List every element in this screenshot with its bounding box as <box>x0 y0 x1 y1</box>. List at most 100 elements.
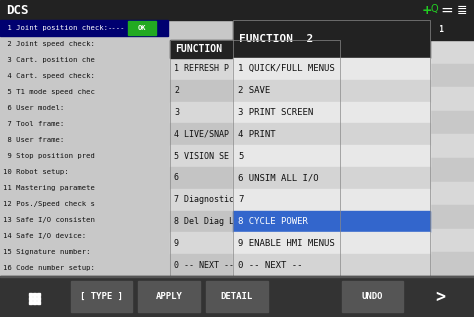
Bar <box>233 20 430 276</box>
Text: 10 Robot setup:: 10 Robot setup: <box>3 169 69 175</box>
Text: 9 ENABLE HMI MENUS: 9 ENABLE HMI MENUS <box>238 239 335 248</box>
Bar <box>170 232 340 254</box>
Text: FUNCTION: FUNCTION <box>175 44 222 54</box>
Text: 9: 9 <box>174 239 179 248</box>
Bar <box>390 87 474 111</box>
Text: FUNCTION  2: FUNCTION 2 <box>239 34 313 44</box>
Bar <box>0 276 474 317</box>
Text: 8 CYCLE POWER: 8 CYCLE POWER <box>238 217 308 226</box>
Bar <box>390 205 474 229</box>
Bar <box>390 182 474 205</box>
Bar <box>33 293 36 295</box>
Bar <box>233 80 430 102</box>
Text: >: > <box>435 288 445 306</box>
Bar <box>390 111 474 134</box>
Text: 2: 2 <box>174 86 179 95</box>
Text: FUNCTION  1: FUNCTION 1 <box>393 25 444 35</box>
Text: 6: 6 <box>174 173 179 182</box>
Bar <box>170 40 340 58</box>
Bar <box>390 252 474 276</box>
Text: 15 Signature number:: 15 Signature number: <box>3 249 91 255</box>
Text: 2 Joint speed check:: 2 Joint speed check: <box>3 41 95 47</box>
Bar <box>233 20 430 58</box>
Bar <box>233 189 430 210</box>
Bar <box>390 229 474 252</box>
Text: Q: Q <box>430 4 438 14</box>
Bar <box>0 20 474 276</box>
Text: 2 SAVE: 2 SAVE <box>238 86 270 95</box>
Bar <box>342 281 403 312</box>
Text: E WAIT: E WAIT <box>393 212 421 222</box>
Text: OK: OK <box>138 25 146 31</box>
Bar <box>170 40 340 276</box>
Text: 4 PRINT: 4 PRINT <box>238 130 275 139</box>
Bar <box>233 123 430 145</box>
Text: 0 -- NEXT --: 0 -- NEXT -- <box>238 261 302 269</box>
Text: 8 Del Diag Lo: 8 Del Diag Lo <box>174 217 239 226</box>
Bar <box>170 167 340 189</box>
Bar <box>71 281 132 312</box>
Bar <box>390 134 474 158</box>
Bar <box>170 254 340 276</box>
Text: 6 UNSIM ALL I/O: 6 UNSIM ALL I/O <box>238 173 319 182</box>
Bar <box>138 281 200 312</box>
Text: DETAIL: DETAIL <box>221 292 253 301</box>
Text: 8 User frame:: 8 User frame: <box>3 137 64 143</box>
Bar <box>233 102 430 123</box>
Text: 9 Stop position pred: 9 Stop position pred <box>3 153 95 159</box>
Bar <box>0 0 474 20</box>
Bar <box>390 158 474 182</box>
Text: 16 Code number setup:: 16 Code number setup: <box>3 265 95 271</box>
Text: 5 VISION SE: 5 VISION SE <box>174 152 229 161</box>
Bar <box>170 80 340 102</box>
Bar <box>170 145 340 167</box>
Text: 4 LIVE/SNAP: 4 LIVE/SNAP <box>174 130 229 139</box>
Text: [ TYPE ]: [ TYPE ] <box>80 292 123 301</box>
Text: 1 REFRESH P: 1 REFRESH P <box>174 64 229 74</box>
Bar <box>233 232 430 254</box>
Text: 5: 5 <box>238 152 243 161</box>
Bar <box>33 301 36 303</box>
Bar <box>390 40 474 64</box>
Text: =: = <box>441 3 453 17</box>
Text: 7: 7 <box>238 195 243 204</box>
Text: 6 User model:: 6 User model: <box>3 105 64 111</box>
Bar <box>170 123 340 145</box>
Text: ----: ---- <box>108 25 126 31</box>
Text: ≣: ≣ <box>457 3 467 16</box>
Text: 3 Cart. position che: 3 Cart. position che <box>3 57 95 63</box>
Bar <box>170 58 340 80</box>
Bar <box>233 210 430 232</box>
Bar <box>33 296 36 300</box>
Bar <box>206 281 268 312</box>
Text: 11 Mastering paramete: 11 Mastering paramete <box>3 185 95 191</box>
Bar <box>0 20 168 36</box>
Text: 1 Joint position check:: 1 Joint position check: <box>3 25 108 31</box>
Text: 3 PRINT SCREEN: 3 PRINT SCREEN <box>238 108 313 117</box>
Text: 13 Safe I/O consisten: 13 Safe I/O consisten <box>3 217 95 223</box>
Bar <box>170 189 340 210</box>
Text: 1 QUICK/FULL MENUS: 1 QUICK/FULL MENUS <box>238 64 335 74</box>
Bar <box>390 20 474 40</box>
Text: 0 -- NEXT --: 0 -- NEXT -- <box>174 261 234 269</box>
Bar <box>233 254 430 276</box>
Text: +: + <box>422 3 432 16</box>
Bar <box>233 145 430 167</box>
Text: 12 Pos./Speed check s: 12 Pos./Speed check s <box>3 201 95 207</box>
Bar <box>233 58 430 80</box>
Text: ALL): ALL) <box>393 47 411 56</box>
Bar <box>29 296 32 300</box>
Bar <box>29 301 32 303</box>
Bar <box>29 293 32 295</box>
Bar <box>128 21 156 35</box>
Text: FWD/BWD: FWD/BWD <box>393 71 425 80</box>
Bar <box>170 102 340 123</box>
Bar <box>233 167 430 189</box>
Bar <box>170 210 340 232</box>
Text: 4 Cart. speed check:: 4 Cart. speed check: <box>3 73 95 79</box>
Text: 5 T1 mode speed chec: 5 T1 mode speed chec <box>3 89 95 95</box>
Text: 7 Diagnostic: 7 Diagnostic <box>174 195 234 204</box>
Bar <box>390 64 474 87</box>
Bar <box>37 296 40 300</box>
Text: DCS: DCS <box>6 3 28 16</box>
